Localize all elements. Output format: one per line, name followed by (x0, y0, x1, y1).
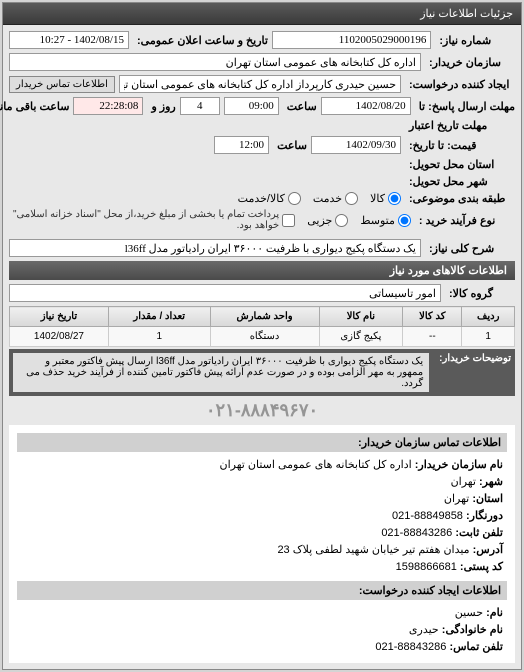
panel-title: جزئیات اطلاعات نیاز (3, 3, 521, 25)
process-checkbox[interactable]: پرداخت تمام یا بخشی از مبلغ خرید،از محل … (9, 209, 295, 231)
table-header: ردیف (462, 307, 515, 327)
table-cell: دستگاه (210, 327, 319, 347)
city-label: شهر: (479, 476, 503, 488)
delivery-addr-label: شهر محل تحویل: (405, 175, 515, 188)
desc-input[interactable] (9, 239, 421, 257)
desc-label: شرح کلی نیاز: (425, 242, 515, 255)
table-header: واحد شمارش (210, 307, 319, 327)
radio-service-input[interactable] (345, 192, 358, 205)
fax-value: 88849858-021 (392, 510, 463, 522)
announce-label: تاریخ و ساعت اعلان عمومی: (133, 34, 268, 47)
buyer-desc-content: یک دستگاه پکیج دیواری با ظرفیت ۳۶۰۰۰ ایر… (13, 353, 429, 392)
family-label: نام خانوادگی: (442, 624, 503, 636)
process-label: نوع فرآیند خرید : (415, 214, 515, 227)
cphone-label: تلفن تماس: (449, 641, 503, 653)
requester-input[interactable] (119, 75, 401, 93)
province-label: استان: (472, 493, 503, 505)
deadline-label: مهلت ارسال پاسخ: تا (415, 100, 515, 113)
phone-label: تلفن ثابت: (455, 527, 503, 539)
valid-until-label: قیمت: تا تاریخ: (405, 139, 515, 152)
fax-label: دورنگار: (466, 510, 503, 522)
table-row[interactable]: 1--پکیج گازیدستگاه11402/08/27 (10, 327, 515, 347)
city-value: تهران (451, 476, 476, 488)
buyer-input[interactable] (9, 53, 421, 71)
table-cell: -- (403, 327, 462, 347)
phone-value: 88843286-021 (381, 527, 452, 539)
table-cell: 1 (462, 327, 515, 347)
radio-goods-input[interactable] (388, 192, 401, 205)
name-value: حسین (455, 607, 483, 619)
request-no-label: شماره نیاز: (435, 34, 515, 47)
valid-time-input[interactable] (214, 136, 269, 154)
deadline-date-input[interactable] (321, 97, 411, 115)
group-label: گروه کالا: (445, 287, 515, 300)
credit-label: مهلت تاریخ اعتبار (405, 119, 515, 132)
group-input[interactable] (9, 284, 441, 302)
addr-label: آدرس: (473, 544, 503, 556)
table-header: کد کالا (403, 307, 462, 327)
postal-value: 1598866681 (396, 561, 457, 573)
deadline-time-input[interactable] (224, 97, 279, 115)
remaining-label: ساعت باقی مانده (0, 100, 69, 113)
name-label: نام: (486, 607, 503, 619)
requester-label: ایجاد کننده درخواست: (405, 78, 515, 91)
valid-date-input[interactable] (311, 136, 401, 154)
creator-header: اطلاعات ایجاد کننده درخواست: (17, 581, 507, 600)
org-value: اداره کل کتابخانه های عمومی استان تهران (220, 459, 412, 471)
table-cell: 1402/08/27 (10, 327, 109, 347)
deadline-time-label: ساعت (283, 100, 317, 113)
radio-goods-service-input[interactable] (288, 192, 301, 205)
table-cell: پکیج گازی (319, 327, 403, 347)
radio-small-input[interactable] (335, 214, 348, 227)
category-label: طبقه بندی موضوعی: (405, 192, 515, 205)
buyer-contact-button[interactable]: اطلاعات تماس خریدار (9, 76, 115, 93)
radio-goods-label: کالا (370, 192, 385, 205)
days-input[interactable] (180, 97, 220, 115)
request-no-input[interactable] (272, 31, 431, 49)
addr-value: میدان هفتم تیر خیابان شهید لطفی پلاک 23 (277, 544, 469, 556)
table-header: تعداد / مقدار (108, 307, 210, 327)
radio-goods[interactable]: کالا (370, 192, 401, 205)
radio-mid[interactable]: متوسط (360, 214, 411, 227)
remaining-input (73, 97, 143, 115)
phone-stamp: ۰۲۱-۸۸۸۴۹۶۷۰ (9, 396, 515, 425)
process-checkbox-input[interactable] (282, 214, 295, 227)
cphone-value: 88843286-021 (375, 641, 446, 653)
family-value: حیدری (409, 624, 439, 636)
radio-mid-input[interactable] (398, 214, 411, 227)
radio-service[interactable]: خدمت (313, 192, 358, 205)
days-label: روز و (147, 100, 175, 113)
table-header: نام کالا (319, 307, 403, 327)
buyer-label: سازمان خریدار: (425, 56, 515, 69)
postal-label: کد پستی: (460, 561, 503, 573)
radio-goods-service-label: کالا/خدمت (238, 192, 285, 205)
radio-small[interactable]: جزیی (307, 214, 348, 227)
valid-time-label: ساعت (273, 139, 307, 152)
province-value: تهران (444, 493, 469, 505)
radio-mid-label: متوسط (360, 214, 395, 227)
goods-table: ردیفکد کالانام کالاواحد شمارشتعداد / مقد… (9, 306, 515, 347)
radio-service-label: خدمت (313, 192, 342, 205)
org-label: نام سازمان خریدار: (415, 459, 503, 471)
radio-goods-service[interactable]: کالا/خدمت (238, 192, 301, 205)
table-header: تاریخ نیاز (10, 307, 109, 327)
radio-small-label: جزیی (307, 214, 332, 227)
buyer-desc-label: توضیحات خریدار: (433, 353, 511, 392)
contact-title: اطلاعات تماس سازمان خریدار: (17, 433, 507, 452)
process-note: پرداخت تمام یا بخشی از مبلغ خرید،از محل … (9, 209, 279, 231)
delivery-city-label: استان محل تحویل: (405, 158, 515, 171)
table-cell: 1 (108, 327, 210, 347)
announce-input[interactable] (9, 31, 129, 49)
goods-header: اطلاعات کالاهای مورد نیاز (9, 261, 515, 280)
